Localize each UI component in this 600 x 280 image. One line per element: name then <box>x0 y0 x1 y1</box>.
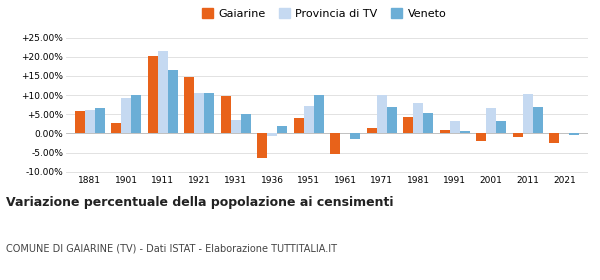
Bar <box>95 108 104 133</box>
Bar <box>550 133 559 143</box>
Bar <box>487 108 496 133</box>
Bar <box>513 133 523 137</box>
Bar <box>167 70 178 133</box>
Bar <box>350 133 360 139</box>
Bar <box>569 133 579 135</box>
Bar <box>194 93 204 133</box>
Bar <box>112 123 121 133</box>
Bar <box>496 121 506 133</box>
Bar <box>85 110 95 133</box>
Bar <box>241 114 251 133</box>
Bar <box>450 121 460 133</box>
Bar <box>148 56 158 133</box>
Text: Variazione percentuale della popolazione ai censimenti: Variazione percentuale della popolazione… <box>6 196 394 209</box>
Bar <box>231 120 241 133</box>
Bar <box>413 103 423 133</box>
Bar <box>204 93 214 133</box>
Bar <box>533 107 542 133</box>
Bar <box>184 77 194 133</box>
Bar <box>314 95 323 133</box>
Bar <box>75 111 85 133</box>
Bar <box>377 95 386 133</box>
Bar <box>158 51 167 133</box>
Bar <box>121 98 131 133</box>
Bar <box>277 126 287 133</box>
Bar <box>367 128 377 133</box>
Bar <box>221 96 231 133</box>
Bar <box>460 131 470 133</box>
Legend: Gaiarine, Provincia di TV, Veneto: Gaiarine, Provincia di TV, Veneto <box>202 8 446 19</box>
Bar <box>131 95 141 133</box>
Bar <box>331 133 340 154</box>
Bar <box>257 133 268 158</box>
Bar <box>294 118 304 133</box>
Bar <box>268 133 277 136</box>
Bar <box>403 117 413 133</box>
Bar <box>523 94 533 133</box>
Bar <box>386 107 397 133</box>
Bar <box>476 133 487 141</box>
Bar <box>440 130 450 133</box>
Bar <box>423 113 433 133</box>
Text: COMUNE DI GAIARINE (TV) - Dati ISTAT - Elaborazione TUTTITALIA.IT: COMUNE DI GAIARINE (TV) - Dati ISTAT - E… <box>6 244 337 254</box>
Bar <box>304 106 314 133</box>
